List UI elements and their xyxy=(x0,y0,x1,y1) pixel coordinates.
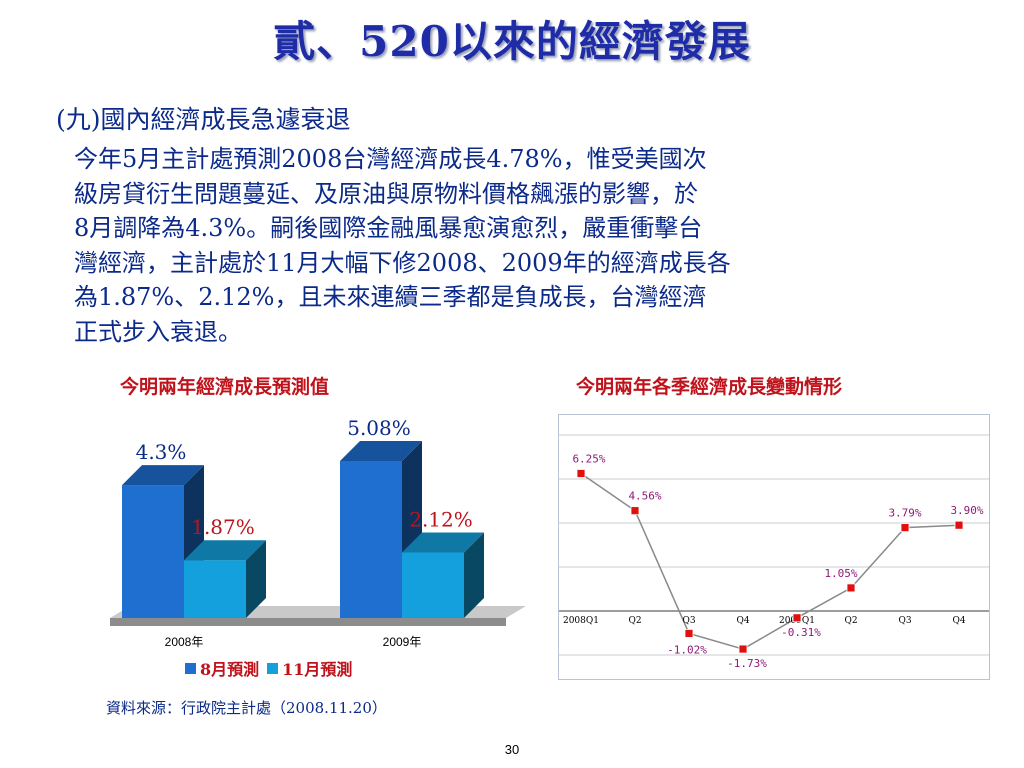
point-data-label: 3.79% xyxy=(888,507,921,520)
data-point xyxy=(900,523,910,533)
point-data-label: -1.02% xyxy=(667,643,707,656)
data-point xyxy=(846,583,856,593)
section-heading: (九)國內經濟成長急遽衰退 xyxy=(56,105,351,134)
bar-top xyxy=(402,532,484,553)
paragraph-line: 8月調降為4.3%。嗣後國際金融風暴愈演愈烈，嚴重衝擊台 xyxy=(74,214,703,242)
bar-top xyxy=(122,465,204,486)
bar-data-label: 2.12% xyxy=(409,507,473,531)
legend-item-august: 8月預測 xyxy=(185,656,259,680)
x-tick-label: Q2 xyxy=(844,616,857,626)
bar-front xyxy=(402,552,464,618)
line-chart-title: 今明兩年各季經濟成長變動情形 xyxy=(576,376,843,398)
data-point xyxy=(792,613,802,623)
x-tick-label: 2008Q1 xyxy=(563,616,599,626)
bar-data-label: 4.3% xyxy=(136,440,187,464)
bar-top xyxy=(340,440,422,461)
source-note: 資料來源：行政院主計處（2008.11.20） xyxy=(106,699,387,717)
paragraph-line: 正式步入衰退。 xyxy=(74,317,242,346)
bar-front xyxy=(340,460,402,618)
bar-side xyxy=(246,540,266,618)
bar-data-label: 5.08% xyxy=(347,416,411,440)
bar-chart-legend: 8月預測 11月預測 xyxy=(185,656,360,680)
paragraph-line: 今年5月主計處預測2008台灣經濟成長4.78%，惟受美國次 xyxy=(74,145,707,173)
x-tick-label: Q3 xyxy=(682,616,695,626)
bar xyxy=(184,540,266,618)
legend-label-august: 8月預測 xyxy=(200,660,260,679)
paragraph-line: 灣經濟，主計處於11月大幅下修2008、2009年的經濟成長各 xyxy=(74,248,731,277)
paragraph-line: 為1.87%、2.12%，且未來連續三季都是負成長，台灣經濟 xyxy=(74,283,707,311)
x-tick-label: Q3 xyxy=(898,616,911,626)
series-line xyxy=(580,472,960,650)
bar-chart-title: 今明兩年經濟成長預測值 xyxy=(120,376,330,398)
bar xyxy=(402,532,484,618)
point-data-label: 3.90% xyxy=(950,504,983,517)
body-paragraph: 今年5月主計處預測2008台灣經濟成長4.78%，惟受美國次 級房貸衍生問題蔓延… xyxy=(74,142,964,349)
x-tick-label: Q4 xyxy=(736,616,749,626)
chart-floor-edge xyxy=(110,618,506,626)
data-point xyxy=(630,506,640,516)
bar-category-label: 2009年 xyxy=(383,635,422,649)
data-point xyxy=(954,520,964,530)
line-chart-frame: 2008Q1Q2Q3Q42009Q1Q2Q3Q46.25%4.56%-1.02%… xyxy=(558,414,990,680)
bar-category-label: 2008年 xyxy=(165,635,204,649)
line-chart: 2008Q1Q2Q3Q42009Q1Q2Q3Q46.25%4.56%-1.02%… xyxy=(559,434,989,670)
page-number: 30 xyxy=(504,742,520,757)
bar xyxy=(340,440,422,618)
point-data-label: 6.25% xyxy=(572,453,605,466)
legend-item-november: 11月預測 xyxy=(267,656,352,680)
bar-data-label: 1.87% xyxy=(191,515,255,539)
legend-swatch-november xyxy=(267,662,279,674)
x-tick-label: Q4 xyxy=(952,616,965,626)
bar-front xyxy=(122,485,184,618)
paragraph-line: 級房貸衍生問題蔓延、及原油與原物料價格飆漲的影響，於 xyxy=(74,179,698,208)
data-point xyxy=(576,469,586,478)
data-point xyxy=(738,644,748,654)
x-tick-label: Q2 xyxy=(628,616,641,626)
data-point xyxy=(684,629,694,638)
bar-chart: 4.3% 1.87% 2008年 5.08% 2.12% 2009年 xyxy=(110,416,526,649)
point-data-label: -1.73% xyxy=(727,657,767,670)
point-data-label: -0.31% xyxy=(781,626,821,639)
slide-title: 貳、520以來的經濟發展 xyxy=(273,17,751,66)
point-data-label: 4.56% xyxy=(628,490,661,503)
legend-swatch-august xyxy=(185,662,196,674)
bar-top xyxy=(184,540,266,561)
bar-side xyxy=(464,532,484,618)
bar-front xyxy=(184,560,246,618)
legend-label-november: 11月預測 xyxy=(282,660,353,679)
point-data-label: 1.05% xyxy=(824,567,857,580)
